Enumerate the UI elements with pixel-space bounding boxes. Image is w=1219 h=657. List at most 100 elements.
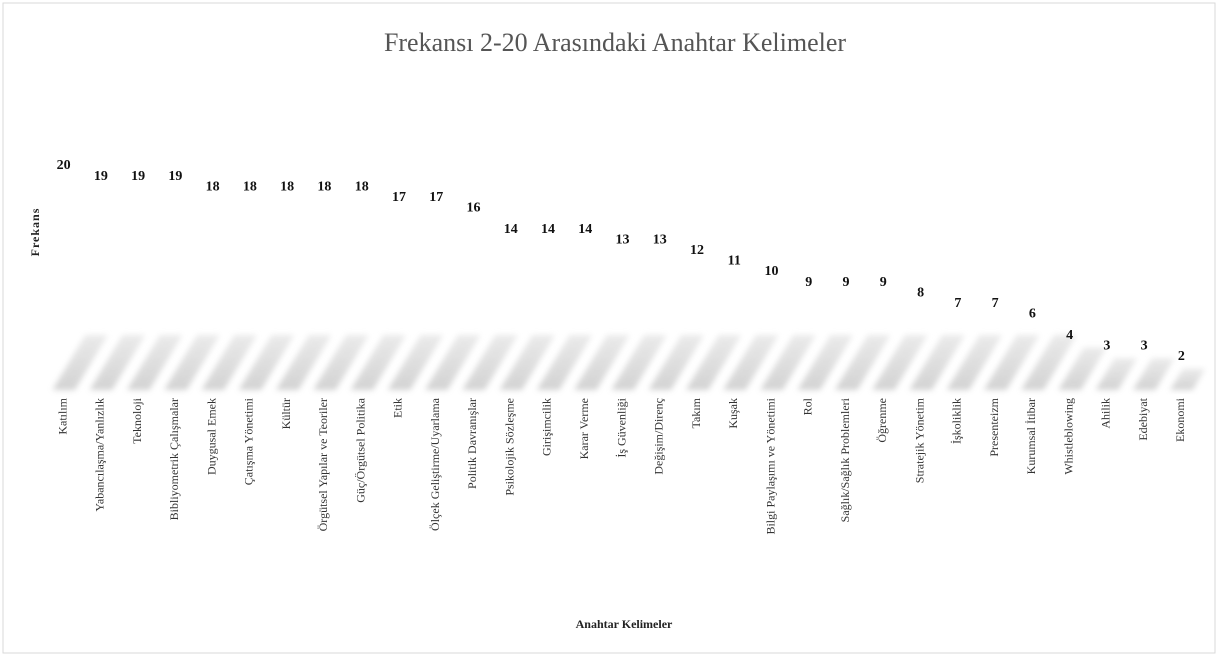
value-label: 10 (765, 264, 779, 279)
x-tick-label: Whistleblowing (1061, 398, 1075, 475)
bar-shadow (276, 335, 332, 390)
bar-shadow (536, 335, 593, 390)
value-label: 12 (690, 243, 704, 258)
bar (984, 316, 1006, 390)
bar-shadow (387, 335, 444, 390)
x-tick-label: Edebiyat (1136, 397, 1150, 440)
bar (574, 242, 596, 390)
bar-shadow (1021, 335, 1077, 390)
x-tick-label: Kuşak (726, 398, 740, 429)
value-label: 17 (392, 190, 406, 205)
value-label: 7 (992, 296, 999, 311)
bar (686, 263, 708, 390)
bar-shadow (1095, 358, 1138, 390)
value-label: 19 (168, 169, 182, 184)
bar-shadow (983, 335, 1040, 390)
bar-shadow (425, 335, 481, 390)
x-tick-label: Psikolojik Sözleşme (502, 398, 516, 496)
x-tick-label: Duygusal Emek (204, 398, 218, 475)
x-tick-label: Değişim/Direnç (652, 398, 666, 475)
y-axis-title: Frekans (28, 208, 42, 257)
value-label: 16 (466, 201, 480, 216)
x-tick-label: İşkoliklik (950, 398, 964, 444)
value-label: 11 (728, 254, 741, 269)
bar-shadow (760, 335, 816, 390)
x-tick-label: Güç/Örgütsel Politika (353, 397, 367, 502)
x-tick-label: İş Güvenliği (614, 397, 628, 457)
value-label: 17 (429, 190, 443, 205)
bar (90, 189, 112, 390)
value-label: 9 (880, 275, 887, 290)
x-tick-label: Ahilik (1099, 398, 1113, 429)
value-label: 9 (843, 275, 850, 290)
bar-shadow (797, 335, 853, 390)
bar-shadow (238, 335, 295, 390)
bar (462, 220, 484, 390)
bar-shadow (685, 335, 742, 390)
x-tick-label: Ekonomi (1173, 397, 1187, 442)
bar-shadow (611, 335, 667, 390)
x-tick-label: Ölçek Geliştirme/Uyarlama (428, 397, 442, 531)
value-label: 3 (1103, 338, 1110, 353)
x-tick-label: Presenteizm (987, 397, 1001, 456)
chart-title: Frekansı 2-20 Arasındaki Anahtar Kelimel… (384, 28, 846, 57)
bar-shadow (1170, 368, 1206, 390)
x-tick-label: Yabancılaşma/Yanlızlık (93, 398, 107, 512)
value-label: 20 (57, 158, 71, 173)
bar (798, 295, 820, 390)
value-label: 18 (280, 179, 294, 194)
x-tick-label: Bibliyometrik Çalışmalar (167, 398, 181, 520)
x-tick-label: Kültür (279, 398, 293, 429)
bar-shadow (89, 335, 146, 390)
bar-shadow (909, 335, 965, 390)
bar-shadow (872, 335, 928, 390)
bar (872, 295, 894, 390)
bar (239, 199, 261, 390)
x-tick-label: Girişimcilik (540, 398, 554, 456)
value-label: 14 (541, 222, 555, 237)
x-tick-label: Politik Davranışlar (465, 398, 479, 489)
bar-shadow (313, 335, 369, 390)
x-tick-label: Örgütsel Yapılar ve Teoriler (316, 398, 330, 531)
bar-shadow (1058, 347, 1107, 390)
value-label: 7 (954, 296, 961, 311)
bar (1058, 348, 1080, 390)
bar (611, 252, 633, 390)
value-label: 18 (317, 179, 331, 194)
bar (388, 210, 410, 390)
x-tick-label: Rol (801, 397, 815, 415)
x-tick-label: Etik (391, 398, 405, 418)
bar (201, 199, 223, 390)
bar-shadow (126, 335, 183, 390)
x-tick-label: Teknoloji (130, 397, 144, 443)
x-tick-label: Karar Verme (577, 398, 591, 459)
bar (537, 242, 559, 390)
bar-shadow (574, 335, 630, 390)
x-tick-label: Kurumsal İtibar (1024, 398, 1038, 474)
bar (909, 305, 931, 390)
value-label: 9 (805, 275, 812, 290)
bar (351, 199, 373, 390)
value-label: 8 (917, 285, 924, 300)
bar-shadow (834, 335, 891, 390)
bar-shadow (1132, 358, 1175, 390)
value-label: 6 (1029, 307, 1036, 322)
bar (1170, 369, 1192, 390)
bar-shadow (946, 335, 1002, 390)
value-label: 14 (578, 222, 592, 237)
bar (425, 210, 447, 390)
value-label: 19 (94, 169, 108, 184)
bar-shadow (723, 335, 779, 390)
value-label: 13 (616, 232, 630, 247)
bar-shadow (648, 335, 704, 390)
x-tick-label: Stratejik Yönetim (912, 397, 926, 483)
x-tick-label: Takım (689, 397, 703, 428)
x-tick-label: Bilgi Paylaşımı ve Yönetimi (763, 397, 777, 534)
bar (52, 178, 74, 390)
value-label: 18 (243, 179, 257, 194)
value-label: 4 (1066, 328, 1073, 343)
x-axis-title: Anahtar Kelimeler (576, 617, 673, 631)
bar-shadow (52, 335, 108, 390)
